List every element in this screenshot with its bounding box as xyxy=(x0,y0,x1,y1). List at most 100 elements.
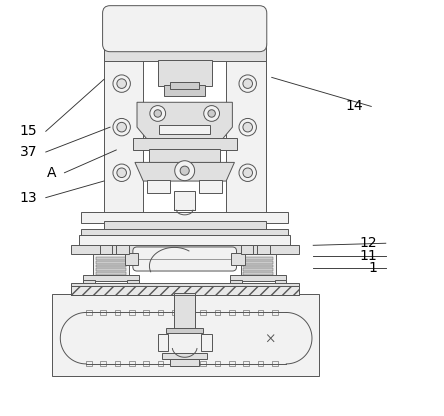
Bar xyxy=(201,334,212,351)
Bar xyxy=(79,235,290,246)
Circle shape xyxy=(113,164,131,181)
Bar xyxy=(199,180,222,193)
Bar xyxy=(96,265,126,267)
Bar xyxy=(174,293,195,330)
Bar xyxy=(71,285,299,295)
Polygon shape xyxy=(135,162,234,181)
Bar xyxy=(81,212,288,223)
Bar xyxy=(83,275,139,280)
Bar xyxy=(100,245,112,254)
Bar xyxy=(186,362,192,366)
Bar xyxy=(230,275,286,280)
Bar xyxy=(86,310,92,315)
Bar xyxy=(158,362,163,366)
Bar xyxy=(243,362,249,366)
Circle shape xyxy=(243,79,253,89)
Circle shape xyxy=(117,122,127,132)
Bar xyxy=(104,221,266,230)
Text: A: A xyxy=(47,166,56,180)
Polygon shape xyxy=(137,102,232,140)
Bar xyxy=(100,362,106,366)
Bar xyxy=(81,229,288,235)
Bar xyxy=(241,245,253,254)
Bar xyxy=(150,149,220,162)
Circle shape xyxy=(113,75,131,92)
Text: 15: 15 xyxy=(20,124,37,138)
Bar xyxy=(94,254,129,276)
Bar xyxy=(243,272,274,275)
Bar xyxy=(229,362,235,366)
Bar xyxy=(127,280,139,286)
Circle shape xyxy=(239,119,257,136)
Circle shape xyxy=(180,166,189,175)
Bar xyxy=(226,44,266,214)
Bar xyxy=(166,328,203,333)
Circle shape xyxy=(243,122,253,132)
Bar xyxy=(275,280,286,286)
Circle shape xyxy=(175,161,194,181)
Bar xyxy=(100,310,106,315)
Bar xyxy=(159,125,210,134)
Bar xyxy=(243,261,274,264)
Text: 14: 14 xyxy=(345,99,363,114)
Bar xyxy=(143,362,149,366)
Bar xyxy=(231,253,245,265)
Bar xyxy=(129,362,135,366)
Circle shape xyxy=(204,106,219,121)
Bar xyxy=(104,43,266,61)
Bar xyxy=(215,310,221,315)
Circle shape xyxy=(239,164,257,181)
Bar xyxy=(96,268,126,271)
Bar xyxy=(258,310,263,315)
Bar xyxy=(158,310,163,315)
Bar xyxy=(52,294,319,376)
Circle shape xyxy=(208,110,215,117)
Bar xyxy=(96,261,126,264)
Bar xyxy=(86,362,92,366)
Bar xyxy=(257,245,270,254)
Circle shape xyxy=(113,119,131,136)
Circle shape xyxy=(239,75,257,92)
Bar xyxy=(170,82,199,89)
Bar xyxy=(71,285,299,295)
Bar xyxy=(143,310,149,315)
Bar xyxy=(243,310,249,315)
Bar xyxy=(230,280,242,286)
Bar xyxy=(215,362,221,366)
Circle shape xyxy=(243,168,253,178)
Bar xyxy=(147,180,170,193)
Bar xyxy=(164,85,206,96)
Bar xyxy=(71,283,299,285)
Bar xyxy=(258,362,263,366)
Text: 11: 11 xyxy=(360,249,377,262)
Bar xyxy=(172,310,178,315)
Bar xyxy=(170,359,199,366)
Bar xyxy=(243,265,274,267)
Bar xyxy=(272,362,278,366)
Bar xyxy=(229,310,235,315)
Bar xyxy=(83,280,95,286)
Bar xyxy=(186,310,192,315)
Text: 12: 12 xyxy=(360,236,377,250)
Bar xyxy=(158,60,212,86)
Circle shape xyxy=(154,110,162,117)
Bar xyxy=(125,253,138,265)
Bar xyxy=(71,245,299,254)
Bar xyxy=(243,257,274,260)
Bar xyxy=(96,257,126,260)
Bar xyxy=(200,310,206,315)
Bar xyxy=(115,362,120,366)
Bar xyxy=(200,362,206,366)
Bar xyxy=(115,310,120,315)
FancyBboxPatch shape xyxy=(133,247,237,271)
Bar xyxy=(116,245,129,254)
Bar xyxy=(174,191,195,210)
Circle shape xyxy=(117,168,127,178)
Bar xyxy=(241,254,276,276)
Bar xyxy=(172,362,178,366)
Text: 37: 37 xyxy=(20,145,37,159)
Bar xyxy=(133,138,237,150)
Bar xyxy=(243,268,274,271)
Bar xyxy=(129,310,135,315)
Bar xyxy=(104,44,143,214)
